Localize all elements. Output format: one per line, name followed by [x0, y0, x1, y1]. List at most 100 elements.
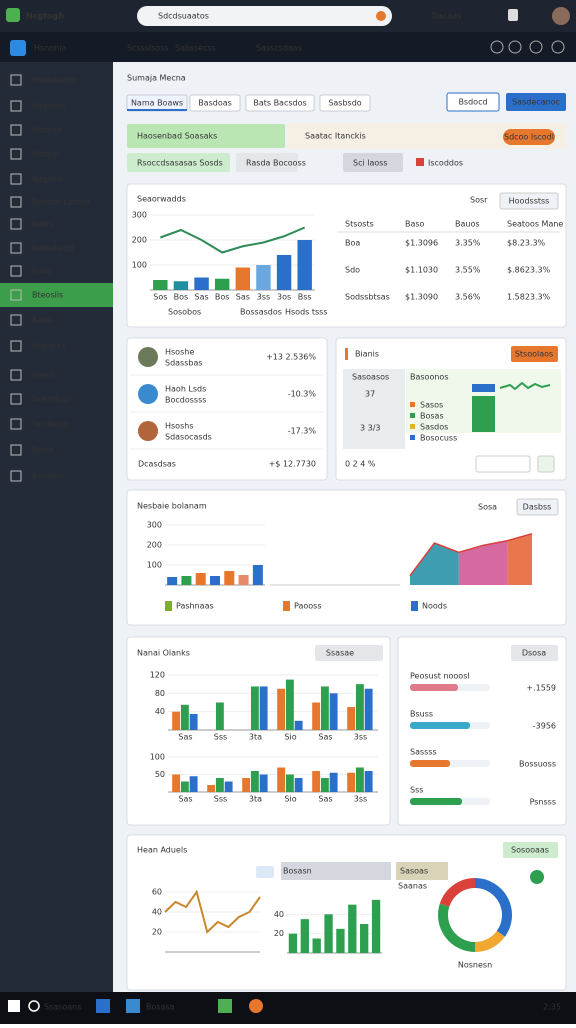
- avatar: [138, 384, 158, 404]
- cell: Sasoasos: [352, 373, 389, 382]
- chip[interactable]: [127, 153, 230, 172]
- ext-icon[interactable]: [376, 11, 386, 21]
- sidebar-item: Doxndsgs: [32, 395, 71, 404]
- action-label: Sdcoo Iscodl: [504, 133, 554, 142]
- user: Dacaas: [432, 12, 461, 21]
- x-tick-label: Bos: [174, 293, 189, 302]
- tab[interactable]: [319, 94, 371, 112]
- tab[interactable]: [189, 94, 241, 112]
- table-cell: $8.23.3%: [507, 239, 546, 248]
- bar: [238, 575, 249, 585]
- button[interactable]: [446, 92, 500, 112]
- progress-name: Bsuss: [410, 710, 433, 719]
- x-tick-label: Sas: [194, 293, 208, 302]
- x-tick-label: 3ss: [354, 795, 367, 804]
- clock: 2:35: [543, 1003, 561, 1012]
- chip[interactable]: [236, 153, 298, 172]
- panel: [126, 183, 567, 328]
- x-tick-label: 3ss: [257, 293, 270, 302]
- tab[interactable]: [245, 94, 315, 112]
- chip[interactable]: [343, 153, 403, 172]
- area: [458, 540, 508, 585]
- table-cell: $1.3090: [405, 293, 438, 302]
- sidebar-icon: [10, 470, 22, 482]
- legend-label: Sasoas: [400, 867, 428, 876]
- bar: [297, 240, 312, 290]
- sidebar-icon: [10, 100, 22, 112]
- sidebar-icon: [10, 369, 22, 381]
- tab-label: Basdoas: [198, 99, 232, 108]
- chart-note: Sosobos: [168, 308, 201, 317]
- sidebar-item: Yacdsosa: [31, 420, 68, 429]
- panel: [126, 834, 567, 991]
- bar: [336, 928, 345, 953]
- sidebar-icon: [10, 393, 22, 405]
- inner-table: [343, 369, 405, 449]
- header-icon[interactable]: [529, 40, 543, 54]
- task-app[interactable]: [249, 999, 263, 1013]
- chart-note: Bossasdos: [240, 308, 282, 317]
- button[interactable]: [506, 93, 566, 111]
- task-app[interactable]: [126, 999, 140, 1013]
- bar: [189, 776, 198, 792]
- bar: [285, 679, 294, 730]
- button-label: Hoodsstss: [509, 197, 550, 206]
- person-name: Hsoshe: [165, 348, 194, 357]
- button-label: Ssasae: [326, 649, 354, 658]
- y-tick-label: 40: [274, 910, 284, 919]
- tag: Iscoddos: [428, 159, 463, 168]
- button-label: Bsdocd: [458, 98, 487, 107]
- button[interactable]: [315, 645, 383, 661]
- bar: [294, 778, 303, 792]
- bar: [348, 904, 357, 953]
- sidebar-item: Hopacks: [32, 342, 66, 351]
- sidebar-item: Stsorsd: [32, 126, 62, 135]
- app-icon: [10, 40, 26, 56]
- bell[interactable]: [508, 9, 518, 21]
- x-tick-label: Bos: [215, 293, 230, 302]
- action[interactable]: [503, 129, 555, 145]
- legend-label: Bosocuss: [420, 434, 457, 443]
- section: Hsnonia: [34, 44, 66, 53]
- sidebar-icon: [10, 265, 22, 277]
- sidebar: [0, 62, 113, 992]
- legend-box: [256, 866, 274, 878]
- task-app[interactable]: [96, 999, 110, 1013]
- button[interactable]: [475, 455, 531, 473]
- button[interactable]: [511, 346, 558, 362]
- panel-link: Sosr: [470, 196, 488, 205]
- task-app[interactable]: [218, 999, 232, 1013]
- taskbar-search: Ssasoans: [44, 1003, 81, 1012]
- task-app-label: Bosasa: [146, 1003, 175, 1012]
- bar: [207, 785, 216, 792]
- sidebar-icon: [10, 289, 22, 301]
- button[interactable]: [499, 192, 559, 210]
- bar: [312, 938, 321, 953]
- button[interactable]: [511, 645, 558, 661]
- donut-slice: [474, 930, 505, 952]
- legend-label: Bosasn: [283, 867, 312, 876]
- sidebar-icon: [10, 124, 22, 136]
- header-icon[interactable]: [551, 40, 565, 54]
- nav-item: Scssslsoss: [127, 44, 169, 53]
- line: [159, 226, 306, 254]
- donut-slice: [438, 903, 476, 952]
- bar: [172, 774, 181, 792]
- button[interactable]: [503, 842, 558, 858]
- legend-label: Saanas: [398, 882, 427, 891]
- bar: [215, 778, 224, 792]
- header-icon[interactable]: [508, 40, 522, 54]
- logo: [6, 8, 20, 22]
- search-icon[interactable]: [28, 1000, 40, 1012]
- header-icon[interactable]: [490, 40, 504, 54]
- address-bar[interactable]: [137, 6, 392, 26]
- table-cell: $1.3096: [405, 239, 438, 248]
- avatar[interactable]: [552, 7, 570, 25]
- panel-title: Seaorwadds: [137, 195, 186, 204]
- button[interactable]: [516, 498, 559, 516]
- area: [507, 533, 532, 585]
- table-cell: Sodssbtsas: [345, 293, 390, 302]
- bar: [235, 267, 251, 290]
- button[interactable]: [537, 455, 555, 473]
- person-sub: Sdasocasds: [165, 433, 212, 442]
